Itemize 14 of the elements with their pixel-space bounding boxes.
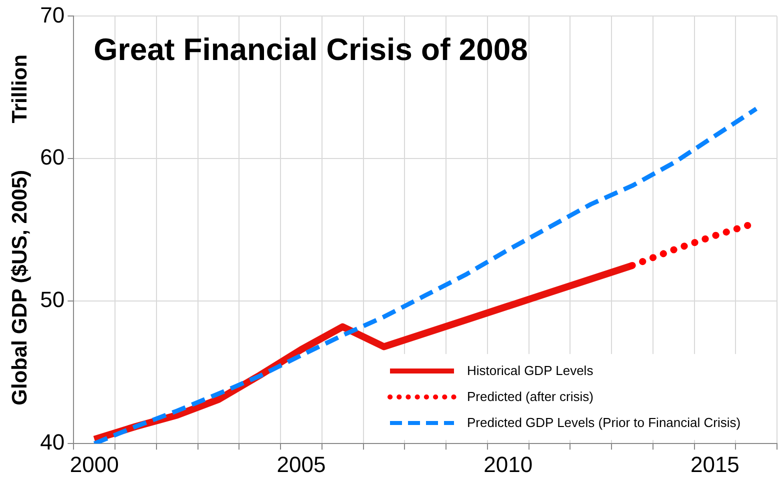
legend-label: Predicted GDP Levels (Prior to Financial Crisis) — [467, 415, 741, 430]
y-tick-label: 70 — [40, 2, 65, 28]
y-tick-label: 50 — [40, 287, 65, 312]
x-tick-label: 2005 — [276, 452, 326, 477]
x-tick-label: 2015 — [690, 452, 740, 477]
legend-label: Historical GDP Levels — [467, 363, 594, 378]
x-tick-label: 2000 — [70, 452, 119, 477]
y-tick-label: 40 — [40, 430, 65, 455]
y-tick-label: 60 — [40, 144, 65, 170]
y-axis-title: Global GDP ($US, 2005) Trillion — [8, 54, 32, 406]
text: Great Financial Crisis of 2008 — [94, 32, 528, 68]
legend-label: Predicted (after crisis) — [467, 389, 594, 404]
line-series — [92, 106, 759, 444]
x-tick-label: 2010 — [484, 452, 533, 477]
